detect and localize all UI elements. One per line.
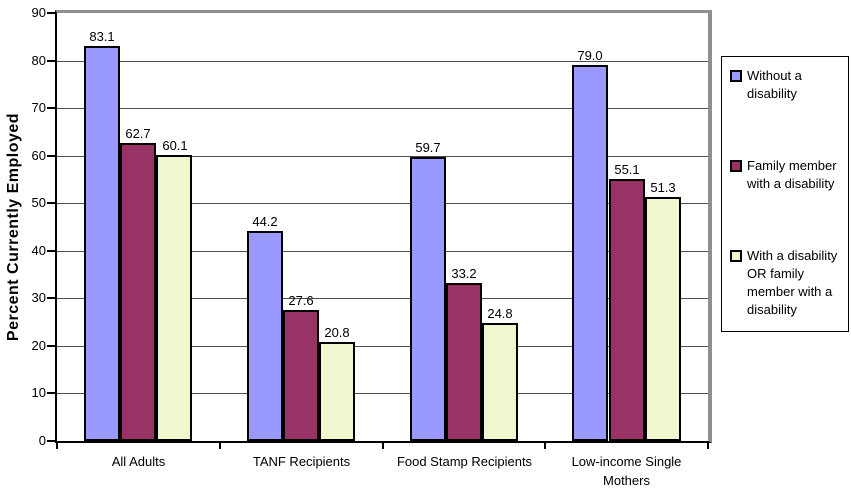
bar [247,231,283,441]
bar-value-label: 79.0 [577,48,603,63]
y-tick-mark [47,297,56,299]
legend-label-line: disability [747,86,797,101]
x-category-label: All Adults [57,452,220,471]
y-tick-label: 50 [31,195,46,210]
bar [609,179,645,441]
y-gridline [57,251,708,252]
x-category-label-line: All Adults [111,454,166,469]
bar-value-label: 51.3 [650,180,676,195]
legend-label-line: Family member [747,158,837,173]
y-gridline [57,108,708,109]
y-tick-label: 10 [31,385,46,400]
y-gridline [57,346,708,347]
bar-value-label: 62.7 [125,126,151,141]
bar [645,197,681,441]
legend-label-line: with a disability [747,176,835,191]
x-category-label: Low-income Single Mothers [545,452,708,490]
bar-value-label: 55.1 [614,162,640,177]
y-tick-mark [47,440,56,442]
y-tick-label: 70 [31,100,46,115]
bar-value-label: 20.8 [324,325,350,340]
x-tick-mark [707,443,709,449]
plot-area [55,10,712,443]
bar-value-label: 60.1 [162,138,188,153]
legend-label-line: With a disability [747,248,838,263]
x-category-label: TANF Recipients [220,452,383,471]
x-tick-mark [219,443,221,449]
y-tick-mark [47,155,56,157]
x-category-label-line: Low-income Single [571,454,682,469]
x-tick-mark [56,443,58,449]
bar-value-label: 44.2 [252,214,278,229]
y-tick-mark [47,107,56,109]
legend-swatch-icon [730,250,742,262]
x-category-label: Food Stamp Recipients [383,452,546,471]
y-tick-label: 0 [38,433,46,448]
bar [319,342,355,441]
bar [482,323,518,441]
y-tick-label: 90 [31,5,46,20]
bar [410,157,446,441]
y-tick-label: 40 [31,243,46,258]
bar-value-label: 33.2 [451,266,477,281]
bar-value-label: 59.7 [415,140,441,155]
legend-label-line: Without a [747,68,802,83]
x-category-label-line: Food Stamp Recipients [396,454,533,469]
y-tick-label: 30 [31,290,46,305]
y-gridline [57,61,708,62]
y-tick-mark [47,345,56,347]
legend-item-label: With a disability OR family member with a d… [747,247,837,319]
x-tick-mark [382,443,384,449]
y-tick-mark [47,12,56,14]
x-category-label-line: Mothers [603,473,650,488]
bar [446,283,482,441]
y-tick-mark [47,60,56,62]
legend-label-line: OR family [747,266,805,281]
bar-value-label: 83.1 [89,29,115,44]
legend-label-line: disability [747,302,797,317]
y-tick-label: 80 [31,53,46,68]
legend-item: Family member with a disability [730,157,846,193]
legend-item-label: Family member with a disability [747,157,837,193]
legend-item-label: Without a disability [747,67,802,103]
y-gridline [57,298,708,299]
x-tick-mark [544,443,546,449]
bar [572,65,608,441]
legend-swatch-icon [730,70,742,82]
y-tick-label: 60 [31,148,46,163]
y-tick-mark [47,392,56,394]
x-category-label-line: TANF Recipients [252,454,351,469]
legend-box: Without a disability Family member with a d… [721,56,849,332]
bar-value-label: 24.8 [487,306,513,321]
legend-item: With a disability OR family member with a d… [730,247,846,319]
bar [156,155,192,441]
legend-label-line: member with a [747,284,833,299]
y-tick-mark [47,202,56,204]
legend-item: Without a disability [730,67,846,103]
bar-value-label: 27.6 [288,293,314,308]
y-tick-mark [47,250,56,252]
bar [283,310,319,441]
bar [84,46,120,441]
y-gridline [57,203,708,204]
legend-swatch-icon [730,160,742,172]
y-gridline [57,393,708,394]
y-gridline [57,156,708,157]
bar [120,143,156,441]
y-tick-label: 20 [31,338,46,353]
